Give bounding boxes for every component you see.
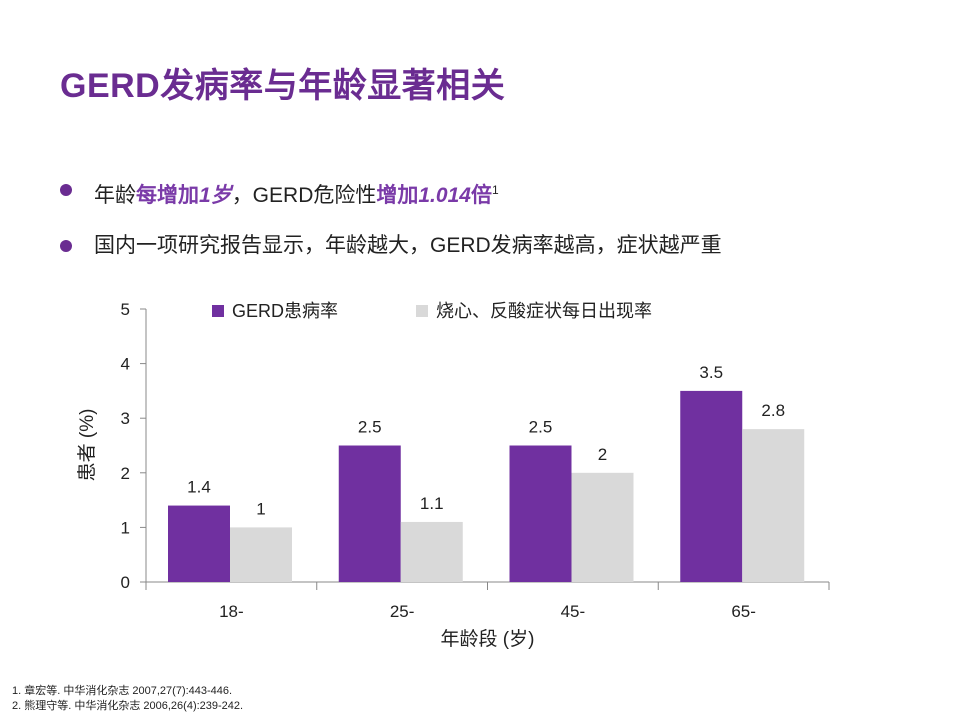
data-label: 2.5 [529,418,553,437]
bullet-list: 年龄每增加1岁，GERD危险性增加1.014倍1 国内一项研究报告显示，年龄越大… [60,176,920,282]
bullet-highlight: 增加 [376,184,419,207]
bar [509,445,572,582]
bullet-text: 年龄 [94,184,136,207]
y-tick-label: 5 [121,300,130,319]
bar [742,429,805,582]
x-tick-label: 25- [390,602,415,621]
bar [571,472,634,582]
data-label: 1 [256,499,265,518]
x-tick-label: 45- [561,602,586,621]
references: 1. 章宏等. 中华消化杂志 2007,27(7):443-446. 2. 熊理… [12,684,243,714]
data-label: 2.5 [358,418,382,437]
reference-item: 2. 熊理守等. 中华消化杂志 2006,26(4):239-242. [12,700,244,712]
bullet-item: 年龄每增加1岁，GERD危险性增加1.014倍1 [60,176,920,210]
bar [230,527,292,582]
bullet-dot-icon [60,240,72,252]
bar [168,505,230,582]
legend-swatch [212,305,224,317]
bullet-item: 国内一项研究报告显示，年龄越大，GERD发病率越高，症状越严重 [60,232,920,260]
data-label: 2 [598,445,607,464]
reference-item: 1. 章宏等. 中华消化杂志 2007,27(7):443-446. [12,685,233,697]
bullet-highlight: 1岁 [199,184,232,207]
bar [680,390,743,582]
data-label: 1.1 [420,494,444,513]
y-tick-label: 0 [121,573,130,592]
x-tick-label: 65- [731,602,756,621]
bullet-highlight: 每增加 [136,184,199,207]
legend-swatch [416,305,428,317]
bullet-highlight: 倍 [470,184,492,207]
bullet-text: 国内一项研究报告显示，年龄越大，GERD发病率越高，症状越严重 [94,234,722,257]
legend-label: GERD患病率 [232,301,338,321]
bar [338,445,401,582]
y-tick-label: 1 [121,518,130,537]
y-tick-label: 4 [121,355,130,374]
citation-marker: 1 [491,183,499,197]
y-tick-label: 2 [121,464,130,483]
bar [400,521,463,582]
data-label: 3.5 [699,363,723,382]
x-axis-label: 年龄段 (岁) [441,628,535,650]
page-title: GERD发病率与年龄显著相关 [60,67,506,105]
x-tick-label: 18- [219,602,244,621]
bullet-dot-icon [60,184,72,196]
y-axis-label: 患者 (%) [76,409,98,482]
bullet-text: ，GERD危险性 [231,184,377,207]
bullet-highlight: 1.014 [418,184,471,207]
data-label: 2.8 [761,401,785,420]
data-label: 1.4 [187,478,211,497]
legend-label: 烧心、反酸症状每日出现率 [436,301,652,321]
y-tick-label: 3 [121,409,130,428]
